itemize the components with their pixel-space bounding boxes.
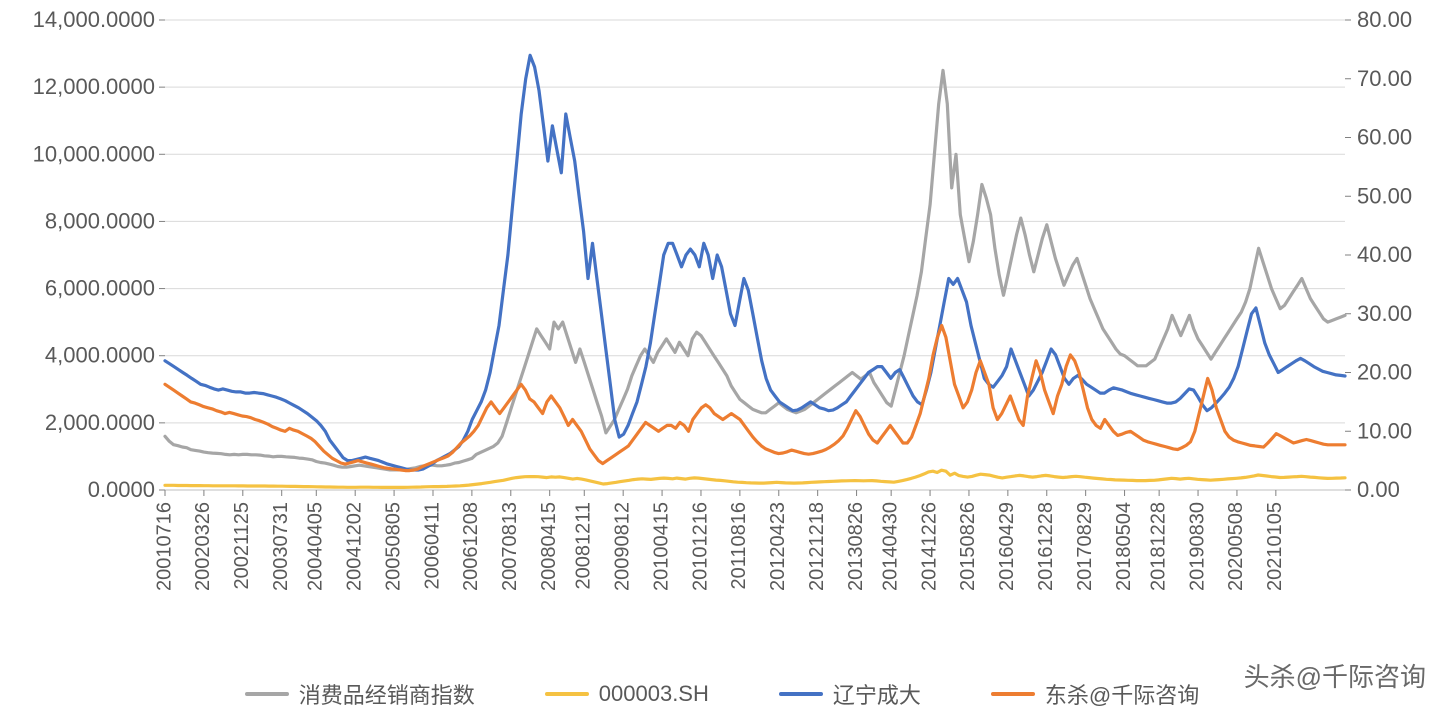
legend-swatch <box>545 692 589 696</box>
legend-item: 辽宁成大 <box>779 678 921 710</box>
y-right-tick-label: 50.00 <box>1357 183 1412 208</box>
x-tick-label: 20190830 <box>1186 502 1208 591</box>
x-tick-label: 20161228 <box>1035 502 1057 591</box>
legend-item: 000003.SH <box>545 678 709 710</box>
x-tick-label: 20100415 <box>650 502 672 591</box>
x-tick-label: 20110816 <box>728 502 750 590</box>
y-right-tick-label: 20.00 <box>1357 360 1412 385</box>
legend-swatch <box>245 692 289 696</box>
y-right-tick-label: 80.00 <box>1357 7 1412 32</box>
y-left-tick-label: 2,000.0000 <box>45 410 155 435</box>
x-tick-label: 20050805 <box>382 502 404 591</box>
chart-container: 0.0000 2,000.0000 4,000.0000 6,000.0000 8,00… <box>0 0 1444 714</box>
x-tick-label: 20041202 <box>343 502 365 591</box>
y-right-tick-label: 30.00 <box>1357 301 1412 326</box>
x-tick-label: 20060411 <box>421 502 443 590</box>
series-yellow <box>165 470 1345 487</box>
x-tick-label: 20061208 <box>460 502 482 591</box>
legend-label: 辽宁成大 <box>833 678 921 710</box>
x-tick-label: 20181228 <box>1147 502 1169 591</box>
legend: 消费品经销商指数 000003.SH 辽宁成大 东杀@千际咨询 <box>0 678 1444 710</box>
x-tick-label: 20030731 <box>270 502 292 591</box>
y-right-tick-label: 60.00 <box>1357 125 1412 150</box>
y-right-tick-label: 10.00 <box>1357 418 1412 443</box>
x-tick-label: 20120423 <box>767 502 789 591</box>
x-tick-label: 20160429 <box>996 502 1018 591</box>
y-left-tick-label: 6,000.0000 <box>45 276 155 301</box>
legend-swatch <box>779 692 823 696</box>
y-left-tick-label: 0.0000 <box>88 477 155 502</box>
x-tick-label: 20020326 <box>192 502 214 591</box>
line-chart: 0.0000 2,000.0000 4,000.0000 6,000.0000 8,00… <box>0 0 1444 714</box>
y-left-tick-label: 14,000.0000 <box>33 7 155 32</box>
legend-item: 东杀@千际咨询 <box>991 678 1199 710</box>
x-tick-label: 20070813 <box>499 502 521 591</box>
x-tick-label: 20200508 <box>1225 502 1247 591</box>
x-tick-label: 20130826 <box>845 502 867 591</box>
x-tick-label: 20150826 <box>957 502 979 591</box>
y-right-tick-label: 40.00 <box>1357 242 1412 267</box>
x-tick-label: 20170829 <box>1074 502 1096 591</box>
legend-swatch <box>991 692 1035 696</box>
series-blue <box>165 55 1345 470</box>
x-tick-label: 20021125 <box>231 502 253 590</box>
y-left-tick-label: 12,000.0000 <box>33 74 155 99</box>
x-tick-label: 20040405 <box>305 502 327 591</box>
y-left-tick-label: 10,000.0000 <box>33 141 155 166</box>
x-tick-label: 20101216 <box>689 502 711 591</box>
legend-label: 000003.SH <box>599 681 709 707</box>
legend-label: 东杀@千际咨询 <box>1045 678 1199 710</box>
x-tick-label: 20140430 <box>879 502 901 591</box>
x-tick-label: 20180504 <box>1113 502 1135 591</box>
x-tick-label: 20080415 <box>538 502 560 591</box>
x-tick-label: 20210105 <box>1264 502 1286 591</box>
x-tick-label: 20090812 <box>611 502 633 591</box>
y-left-tick-label: 4,000.0000 <box>45 343 155 368</box>
legend-item: 消费品经销商指数 <box>245 678 475 710</box>
x-tick-label: 20141226 <box>918 502 940 591</box>
y-right-tick-label: 0.00 <box>1357 477 1400 502</box>
y-right-tick-label: 70.00 <box>1357 66 1412 91</box>
series-grey <box>165 70 1345 470</box>
x-tick-label: 20010716 <box>153 502 175 591</box>
y-left-tick-label: 8,000.0000 <box>45 208 155 233</box>
x-tick-label: 20121218 <box>806 502 828 591</box>
series-orange <box>165 326 1345 471</box>
legend-label: 消费品经销商指数 <box>299 678 475 710</box>
x-tick-label: 20081211 <box>573 502 595 590</box>
